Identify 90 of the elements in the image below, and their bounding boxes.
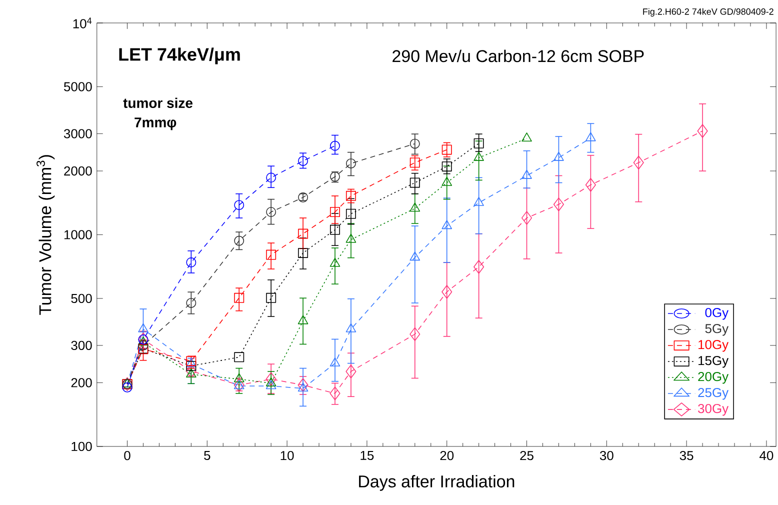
x-tick-label: 5	[204, 450, 210, 460]
point	[553, 197, 564, 212]
point	[346, 158, 356, 168]
point	[234, 380, 244, 389]
point	[330, 357, 340, 366]
point	[521, 210, 532, 225]
point	[346, 190, 356, 201]
legend-label: 5Gy	[705, 324, 729, 336]
x-tick-label: 35	[680, 450, 694, 460]
y-tick-label: 300	[71, 340, 92, 350]
point	[474, 260, 484, 274]
point	[266, 292, 276, 303]
point	[410, 327, 420, 341]
point	[586, 132, 596, 142]
point	[298, 378, 308, 392]
point	[266, 377, 276, 386]
caption: Fig.2.H60-2 74keV GD/980409-2	[643, 8, 774, 16]
point	[442, 284, 452, 299]
point	[266, 250, 276, 260]
point	[410, 251, 420, 260]
point	[633, 156, 644, 170]
point	[298, 228, 308, 239]
point	[298, 248, 308, 258]
y-tick-label: 5000	[64, 82, 92, 92]
x-axis-title: Days after Irradiation	[359, 474, 514, 491]
legend-label: 20Gy	[698, 372, 729, 384]
y-tick-label: 2000	[64, 166, 92, 176]
point	[330, 386, 340, 400]
point	[122, 382, 132, 392]
annotation: tumor size	[123, 98, 192, 108]
point	[330, 258, 340, 267]
point	[138, 323, 148, 332]
point	[266, 172, 276, 182]
legend-label: 15Gy	[698, 356, 729, 368]
x-tick-label: 20	[440, 450, 454, 460]
x-tick-label: 0	[124, 450, 130, 460]
point	[298, 156, 308, 166]
point	[234, 236, 244, 246]
annotation: 290 Mev/u Carbon-12 6cm SOBP	[392, 50, 644, 62]
y-axis-title: Tumor Volume (mm$^{3}$)	[36, 154, 55, 315]
point	[298, 382, 308, 392]
point	[410, 138, 420, 149]
point	[330, 140, 340, 151]
x-tick-label: 15	[360, 450, 374, 460]
point	[346, 234, 356, 243]
x-tick-label: 10	[280, 450, 294, 460]
point	[346, 208, 356, 219]
point	[234, 373, 244, 382]
point	[522, 132, 532, 142]
point	[474, 138, 484, 148]
y-tick-label: 10$^{4}$	[73, 17, 92, 28]
point	[330, 206, 340, 217]
x-tick-label: 30	[600, 450, 614, 460]
point	[186, 298, 196, 308]
point	[442, 161, 452, 172]
point	[442, 220, 452, 229]
legend-label: 25Gy	[698, 388, 729, 400]
annotation: 7mmφ	[134, 117, 176, 130]
point	[234, 352, 244, 362]
point	[346, 323, 356, 332]
point	[410, 202, 420, 212]
point	[442, 176, 452, 186]
point	[442, 144, 452, 155]
y-tick-label: 1000	[64, 230, 92, 240]
point	[234, 200, 244, 210]
point	[298, 314, 308, 324]
point	[585, 178, 596, 192]
y-tick-label: 100	[72, 442, 92, 451]
point	[410, 178, 420, 188]
point	[522, 170, 532, 179]
legend-label: 0Gy	[705, 308, 729, 320]
legend-label: 30Gy	[698, 404, 729, 416]
point	[410, 157, 420, 168]
y-tick-label: 200	[71, 378, 92, 388]
point	[266, 380, 276, 389]
x-tick-label: 40	[760, 450, 774, 460]
point	[346, 364, 356, 378]
point	[330, 224, 340, 235]
legend-label: 10Gy	[698, 340, 729, 352]
point	[697, 124, 708, 138]
point	[474, 196, 484, 206]
y-tick-label: 3000	[64, 128, 92, 138]
point	[266, 206, 276, 217]
point	[234, 292, 244, 303]
x-tick-label: 25	[520, 450, 534, 460]
y-tick-label: 500	[71, 294, 92, 303]
point	[186, 257, 196, 268]
point	[474, 152, 484, 161]
annotation: LET 74keV/μm	[119, 47, 240, 64]
point	[554, 152, 564, 161]
